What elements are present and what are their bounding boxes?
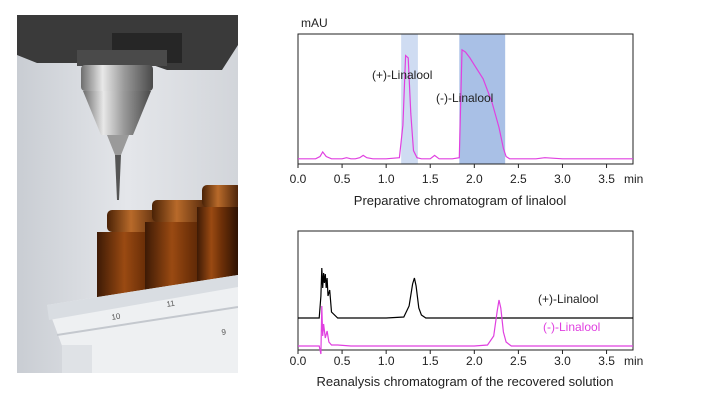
amber-vial xyxy=(197,185,238,287)
sampling-needle xyxy=(115,155,121,200)
x-tick-label: 0.0 xyxy=(290,354,307,368)
peak-label-minus-linalool: (-)-Linalool xyxy=(436,91,493,105)
chart-caption: Reanalysis chromatogram of the recovered… xyxy=(317,374,614,389)
x-tick-label: 2.0 xyxy=(466,172,483,186)
trace-minus-linalool xyxy=(298,299,633,355)
x-axis-unit: min xyxy=(624,172,643,186)
x-tick-label: 2.5 xyxy=(510,172,527,186)
vial-mark: 9 xyxy=(221,327,227,337)
vial-mark: 10 xyxy=(111,311,122,322)
x-tick-label: 3.0 xyxy=(554,354,571,368)
x-tick-label: 3.0 xyxy=(554,172,571,186)
x-tick-label: 3.5 xyxy=(598,172,615,186)
needle-holder xyxy=(81,65,153,91)
reanalysis-chromatogram: 0.0 0.5 1.0 1.5 2.0 2.5 3.0 3.5 (+)-Linalool (-… xyxy=(290,230,643,389)
x-tick-label: 0.5 xyxy=(334,172,351,186)
chromatogram-trace xyxy=(298,48,633,160)
x-tick-label: 3.5 xyxy=(598,354,615,368)
x-tick-label: 2.5 xyxy=(510,354,527,368)
x-tick-label: 0.5 xyxy=(334,354,351,368)
legend-plus-linalool: (+)-Linalool xyxy=(538,292,598,306)
chart-caption: Preparative chromatogram of linalool xyxy=(354,193,567,208)
x-tick-label: 1.5 xyxy=(422,354,439,368)
plot-frame xyxy=(297,230,634,351)
preparative-chromatogram: mAU 0.0 0.5 1.0 1.5 2.0 2.5 3.0 3.5 (+)-Linaloo… xyxy=(290,16,644,208)
x-tick-label: 1.0 xyxy=(378,354,395,368)
x-tick-label: 0.0 xyxy=(290,172,307,186)
trace-plus-linalool xyxy=(298,267,633,319)
vial-mark: 11 xyxy=(166,299,176,309)
x-axis-unit: min xyxy=(624,354,643,368)
fraction-band xyxy=(459,34,506,164)
legend-minus-linalool: (-)-Linalool xyxy=(543,320,600,334)
y-axis-label: mAU xyxy=(301,16,328,30)
x-tick-label: 1.0 xyxy=(378,172,395,186)
peak-label-plus-linalool: (+)-Linalool xyxy=(372,68,432,82)
x-tick-label: 2.0 xyxy=(466,354,483,368)
autosampler-photo: 10 11 9 xyxy=(17,15,238,373)
plot-frame xyxy=(297,33,634,165)
x-tick-label: 1.5 xyxy=(422,172,439,186)
